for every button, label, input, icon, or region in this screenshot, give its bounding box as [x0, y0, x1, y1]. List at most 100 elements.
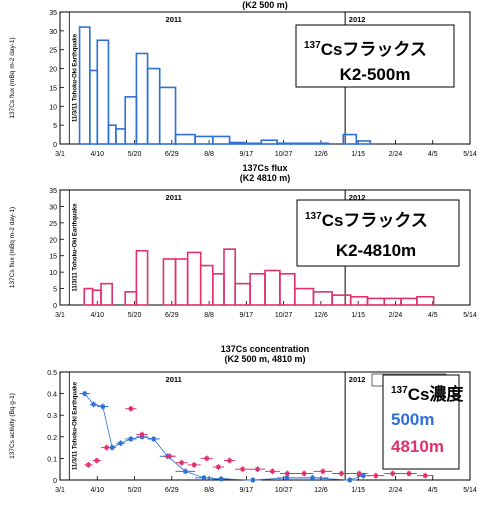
bar — [234, 282, 251, 306]
chart-subtitle: (K2 500 m, 4810 m) — [224, 354, 305, 364]
data-point — [118, 441, 123, 446]
label-box-title: 137Csフラックス — [304, 40, 427, 59]
bar — [135, 52, 149, 145]
data-point — [140, 432, 144, 437]
y-axis-label: 137Cs flux (mBq m-2 day-1) — [9, 207, 16, 288]
bar — [96, 39, 110, 145]
x-tick-label: 9/17 — [240, 151, 254, 158]
bar — [186, 251, 202, 306]
bar — [91, 289, 102, 306]
bar — [249, 272, 266, 306]
x-tick-label: 12/6 — [314, 487, 328, 494]
x-tick-label: 4/5 — [428, 487, 438, 494]
bar — [212, 135, 231, 145]
bar — [135, 249, 149, 306]
data-point — [255, 467, 260, 472]
year-label: 2011 — [166, 15, 182, 24]
x-tick-label: 6/29 — [165, 487, 179, 494]
x-tick-label: 4/10 — [90, 487, 104, 494]
label-box — [295, 24, 455, 88]
data-point — [361, 473, 366, 478]
label-box-subtitle: K2-4810m — [336, 241, 416, 260]
label-box-series-500m: 500m — [391, 410, 434, 429]
x-tick-label: 12/6 — [314, 312, 328, 319]
bar — [124, 96, 138, 145]
x-tick-label: 8/8 — [204, 312, 214, 319]
data-point — [167, 454, 172, 459]
data-point — [86, 462, 91, 467]
data-point — [128, 406, 133, 411]
x-tick-label: 2/24 — [389, 312, 403, 319]
y-tick-label: 0 — [53, 142, 57, 149]
x-tick-label: 4/10 — [90, 151, 104, 158]
y-tick-label: 30 — [49, 29, 57, 36]
label-box-series-4810m: 4810m — [391, 437, 444, 456]
bar — [115, 128, 127, 145]
x-tick-label: 10/27 — [275, 312, 293, 319]
x-tick-label: 12/6 — [314, 151, 328, 158]
bar — [342, 133, 358, 145]
data-point — [91, 402, 96, 407]
y-tick-label: 0.2 — [47, 435, 57, 442]
y-tick-label: 35 — [49, 188, 57, 195]
bar — [199, 264, 214, 306]
bar — [83, 287, 94, 306]
bar — [312, 291, 333, 306]
x-tick-label: 5/20 — [128, 151, 142, 158]
bar — [276, 142, 298, 145]
data-point — [406, 471, 411, 476]
x-tick-label: 2/24 — [389, 487, 403, 494]
y-tick-label: 35 — [49, 10, 57, 17]
bar — [416, 295, 435, 306]
x-tick-label: 9/17 — [240, 487, 254, 494]
y-tick-label: 25 — [49, 221, 57, 228]
y-tick-label: 10 — [49, 104, 57, 111]
y-tick-label: 5 — [53, 123, 57, 130]
x-tick-label: 8/8 — [204, 151, 214, 158]
bar — [174, 133, 196, 145]
y-tick-label: 0.5 — [47, 370, 57, 377]
x-tick-label: 5/14 — [463, 151, 477, 158]
bar — [349, 295, 369, 306]
x-tick-label: 5/14 — [463, 312, 477, 319]
data-point — [320, 469, 325, 474]
x-tick-label: 6/29 — [165, 312, 179, 319]
data-point — [151, 436, 156, 441]
y-tick-label: 0.3 — [47, 413, 57, 420]
data-point — [128, 436, 133, 441]
data-point — [216, 465, 221, 470]
x-tick-label: 8/8 — [204, 487, 214, 494]
y-tick-label: 25 — [49, 48, 57, 55]
bar — [243, 142, 263, 145]
bar — [174, 258, 189, 306]
data-point — [284, 475, 289, 480]
x-tick-label: 1/15 — [351, 312, 365, 319]
earthquake-label: 11/3/11 Tohoku-Oki Earthquake — [72, 203, 78, 292]
y-axis-label: 137Cs flux (mBq m-2 day-1) — [9, 37, 16, 118]
data-point — [227, 458, 232, 463]
data-point — [204, 456, 209, 461]
bar — [194, 135, 214, 145]
data-point — [100, 404, 105, 409]
data-point — [192, 462, 197, 467]
x-tick-label: 4/10 — [90, 312, 104, 319]
bar — [264, 269, 281, 306]
y-tick-label: 15 — [49, 85, 57, 92]
plot-frame — [59, 371, 471, 481]
x-tick-label: 4/5 — [428, 151, 438, 158]
x-tick-label: 5/20 — [128, 487, 142, 494]
bar — [100, 282, 113, 306]
bar — [228, 141, 246, 145]
data-point — [219, 476, 224, 481]
year-label: 2011 — [166, 375, 182, 384]
x-tick-label: 9/17 — [240, 312, 254, 319]
y-tick-label: 20 — [49, 67, 57, 74]
data-point — [347, 478, 352, 482]
y-tick-label: 0.1 — [47, 456, 57, 463]
data-point — [373, 473, 378, 478]
y-tick-label: 10 — [49, 270, 57, 277]
label-box-title: 137Csフラックス — [305, 211, 428, 230]
label-box-subtitle: K2-500m — [340, 65, 411, 84]
data-point — [339, 471, 344, 476]
